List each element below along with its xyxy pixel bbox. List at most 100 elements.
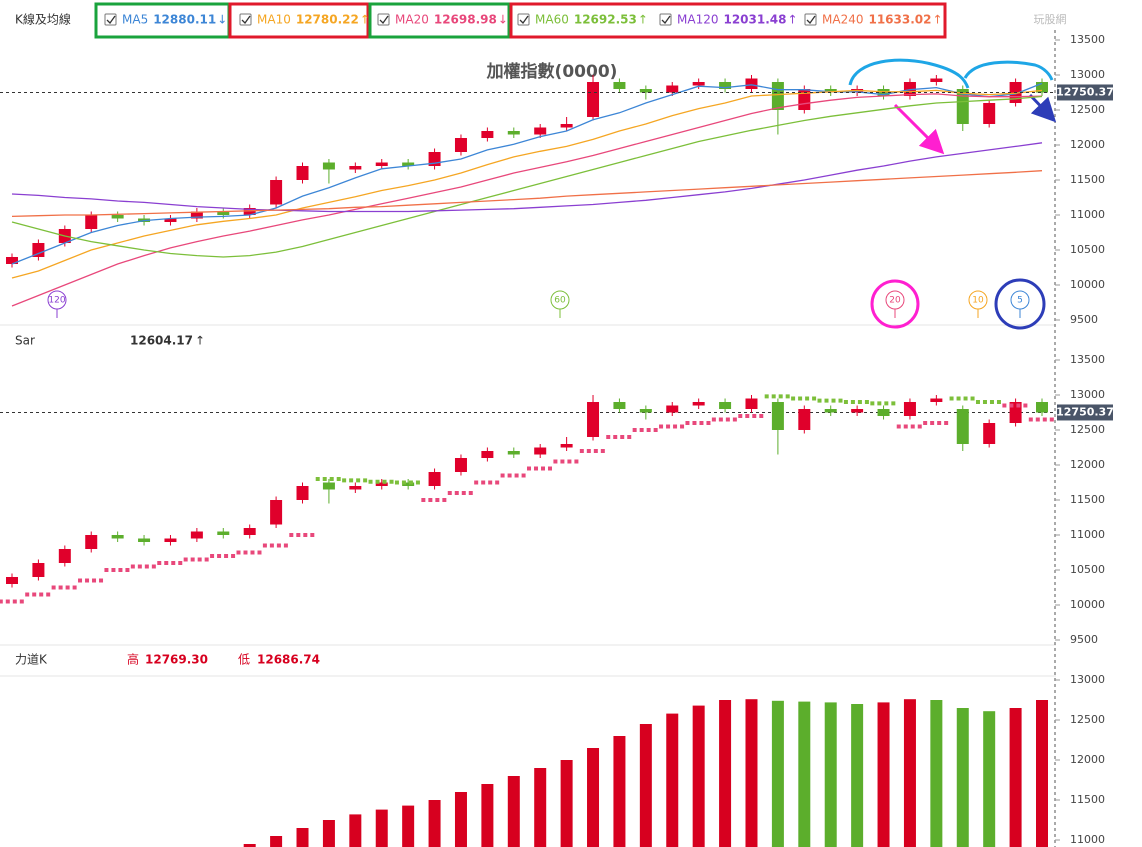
candle-body [745,78,758,89]
bar [745,699,758,847]
candle-body [6,257,18,264]
candle-body [956,409,969,444]
candle-body [692,402,705,406]
legend-value: 12698.98 [434,13,497,27]
panel-label: K線及均線 [15,12,71,27]
candle-body [428,472,441,486]
bar [322,820,335,847]
candle-body [534,127,547,135]
candle-body [164,218,177,222]
candle-body [639,89,652,93]
bar [534,768,547,847]
y-tick-label: 11000 [1070,833,1105,846]
y-tick-label: 12000 [1070,458,1105,471]
sar-reading: 12604.17 [130,334,193,348]
check [106,15,116,25]
candle-body [639,409,652,413]
checkbox[interactable] [377,13,390,26]
candle-body [851,409,864,413]
bar [1009,708,1022,847]
legend-name: MA60 [535,13,569,27]
bar [270,836,283,847]
candle-body [85,535,98,549]
bar [296,828,309,847]
low-label: 低 [238,653,250,667]
legend-trend: ↓ [217,13,227,27]
check [241,15,251,25]
candle-body [587,402,600,437]
marker-badge [885,290,905,310]
sar-trend: ↑ [195,334,205,348]
candle-body [507,131,520,135]
bar-group [243,699,1048,847]
legend-name: MA10 [257,13,291,27]
candle-body [349,166,362,170]
y-tick-label: 13500 [1070,33,1105,46]
legend-value: 12031.48 [723,13,786,27]
candle-body [666,405,679,413]
candle-body [560,444,573,448]
candle-body [402,162,415,166]
bar [930,700,943,847]
y-tick-label: 13500 [1070,353,1105,366]
bar [613,736,626,847]
bar [903,699,916,847]
checkbox[interactable] [104,13,117,26]
checkbox[interactable] [517,13,530,26]
ma-line [11,82,1043,265]
check [661,15,671,25]
candle-body [692,82,705,86]
candle-body [613,82,626,89]
y-tick-label: 10000 [1070,598,1105,611]
y-tick-label: 9500 [1070,633,1098,646]
legend-trend: ↓ [498,13,508,27]
candle-body [296,166,309,180]
candle-body [719,402,732,409]
highlight-box [368,2,511,39]
marker-badge [968,290,988,310]
candle-body [270,500,283,525]
candle-body [930,398,943,402]
candle-body [560,124,573,128]
candle-body [402,482,415,486]
annotation-arc [963,60,1054,81]
y-tick-label: 10000 [1070,278,1105,291]
candle-body [613,402,626,409]
y-tick-label: 10500 [1070,563,1105,576]
panel-label: Sar [15,334,35,348]
marker-label: 10 [972,296,984,306]
legend-name: MA120 [677,13,718,27]
bar [375,809,388,847]
annotation-circle [870,279,920,329]
y-tick-label: 13000 [1070,673,1105,686]
candle-body [32,563,45,577]
ma-line [11,93,1043,307]
high-label: 高 [127,652,139,667]
last-price-label: 12750.37 [1056,405,1114,418]
candle-body [322,482,335,490]
checkbox[interactable] [239,13,252,26]
candle-body [824,89,837,93]
candle-body [903,402,916,416]
y-tick-label: 12000 [1070,753,1105,766]
y-tick-label: 11000 [1070,208,1105,221]
checkbox[interactable] [659,13,672,26]
y-tick-label: 9500 [1070,313,1098,326]
bar [507,776,520,847]
bar [983,711,996,847]
marker-label: 60 [554,296,566,306]
candle-body [1036,402,1048,413]
legend-value: 12692.53 [574,13,637,27]
bar [692,705,705,847]
legend-trend: ↑ [932,13,942,27]
last-price-box [1057,404,1113,421]
candle-body [190,211,203,219]
checkbox[interactable] [804,13,817,26]
bar [243,844,256,847]
check [806,15,816,25]
bar [771,700,784,847]
candle-body [454,138,467,152]
candle-body [798,409,811,430]
y-tick-label: 13000 [1070,388,1105,401]
